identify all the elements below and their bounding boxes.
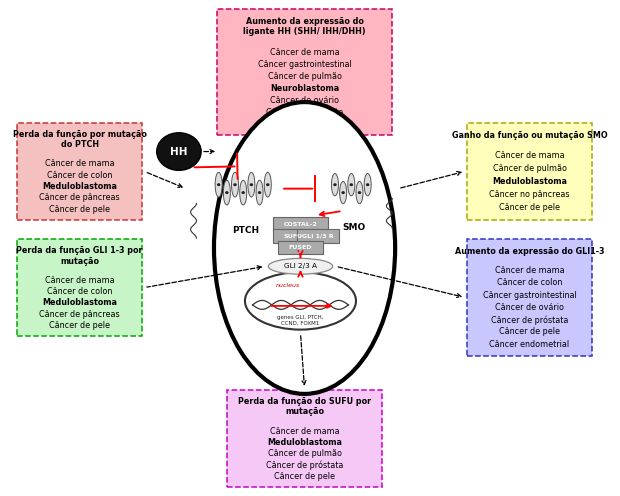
Circle shape [266, 183, 270, 186]
Text: Meduloblastoma: Meduloblastoma [42, 182, 117, 191]
FancyBboxPatch shape [17, 123, 143, 220]
Ellipse shape [214, 102, 395, 394]
Text: Câncer de pele: Câncer de pele [49, 205, 110, 214]
Text: Neuroblastoma: Neuroblastoma [270, 84, 339, 93]
Text: Câncer de colon: Câncer de colon [47, 171, 112, 180]
Ellipse shape [256, 180, 263, 205]
Ellipse shape [240, 180, 247, 205]
Text: Câncer de próstata: Câncer de próstata [266, 461, 343, 470]
Text: Aumento da expressão do GLI1-3: Aumento da expressão do GLI1-3 [455, 247, 604, 255]
Text: GLI 2/3 A: GLI 2/3 A [284, 263, 317, 269]
Text: Câncer gastrointestinal: Câncer gastrointestinal [483, 291, 577, 300]
Text: HH: HH [170, 146, 188, 157]
FancyBboxPatch shape [278, 241, 322, 254]
Text: Câncer de pulmão: Câncer de pulmão [492, 164, 567, 173]
Text: GLI 1/3 R: GLI 1/3 R [302, 234, 334, 239]
FancyBboxPatch shape [467, 123, 592, 220]
Text: Câncer de pele: Câncer de pele [274, 472, 335, 481]
Circle shape [241, 191, 245, 194]
Text: Câncer gastrointestinal: Câncer gastrointestinal [258, 60, 352, 69]
Text: Perda da função por mutação
do PTCH: Perda da função por mutação do PTCH [12, 130, 146, 149]
Ellipse shape [348, 174, 355, 196]
Text: Câncer de colon: Câncer de colon [47, 287, 112, 296]
Circle shape [225, 191, 229, 194]
Circle shape [258, 191, 261, 194]
Circle shape [366, 183, 370, 186]
Circle shape [250, 183, 253, 186]
Text: Meduloblastoma: Meduloblastoma [42, 299, 117, 308]
Text: SUFU: SUFU [284, 234, 303, 239]
Ellipse shape [231, 172, 239, 197]
Ellipse shape [264, 172, 272, 197]
Circle shape [333, 183, 337, 186]
Text: Câncer de próstata: Câncer de próstata [491, 315, 569, 325]
Text: Câncer de mama: Câncer de mama [495, 151, 564, 160]
Circle shape [342, 191, 345, 194]
Ellipse shape [356, 182, 363, 204]
Circle shape [358, 191, 361, 194]
FancyBboxPatch shape [273, 229, 314, 243]
FancyBboxPatch shape [467, 240, 592, 356]
Text: Câncer de ovário: Câncer de ovário [270, 96, 339, 105]
Text: Perda da função do SUFU por
mutação: Perda da função do SUFU por mutação [238, 397, 371, 417]
Text: Aumento da expressão do
ligante HH (SHH/ IHH/DHH): Aumento da expressão do ligante HH (SHH/… [243, 16, 366, 36]
Text: Ganho da função ou mutação SMO: Ganho da função ou mutação SMO [452, 131, 608, 140]
Text: genes GLI, PTCH,
CCND, FOXM1: genes GLI, PTCH, CCND, FOXM1 [277, 315, 324, 325]
Ellipse shape [245, 272, 356, 330]
Circle shape [233, 183, 237, 186]
Text: nucleus: nucleus [276, 283, 300, 288]
Circle shape [350, 183, 353, 186]
Text: Câncer endometrial: Câncer endometrial [489, 340, 570, 349]
FancyBboxPatch shape [217, 9, 392, 135]
Text: Câncer de pele: Câncer de pele [49, 321, 110, 330]
Text: Câncer de mama: Câncer de mama [270, 427, 339, 435]
Text: PTCH: PTCH [232, 226, 260, 235]
Circle shape [217, 183, 221, 186]
Ellipse shape [215, 172, 222, 197]
Circle shape [157, 133, 201, 170]
Text: Câncer de pele: Câncer de pele [499, 327, 560, 336]
Ellipse shape [332, 174, 339, 196]
Text: Câncer no pâncreas: Câncer no pâncreas [264, 120, 345, 129]
Text: Câncer de mama: Câncer de mama [45, 159, 115, 169]
FancyBboxPatch shape [273, 217, 328, 231]
Text: SMO: SMO [343, 223, 366, 232]
Text: Meduloblastoma: Meduloblastoma [492, 177, 567, 186]
Text: Câncer no pâncreas: Câncer no pâncreas [489, 190, 570, 199]
Text: Meduloblastoma: Meduloblastoma [267, 438, 342, 447]
FancyBboxPatch shape [227, 390, 382, 487]
Ellipse shape [248, 172, 255, 197]
FancyBboxPatch shape [297, 229, 339, 243]
Text: FUSED: FUSED [289, 245, 312, 250]
Ellipse shape [364, 174, 371, 196]
Text: Câncer de pâncreas: Câncer de pâncreas [39, 310, 120, 319]
Text: Câncer de pâncreas: Câncer de pâncreas [39, 193, 120, 202]
Text: Câncer de próstata: Câncer de próstata [266, 108, 343, 118]
Text: Câncer de pele: Câncer de pele [499, 203, 560, 212]
Ellipse shape [268, 258, 332, 274]
FancyBboxPatch shape [17, 240, 143, 336]
Text: Câncer de mama: Câncer de mama [45, 276, 115, 285]
Text: COSTAL-2: COSTAL-2 [283, 222, 317, 227]
Text: Câncer de mama: Câncer de mama [270, 48, 339, 57]
Text: Câncer de colon: Câncer de colon [497, 278, 562, 288]
Ellipse shape [340, 182, 347, 204]
Text: Câncer de pulmão: Câncer de pulmão [268, 72, 342, 81]
Text: Perda da função GLI 1-3 por
mutação: Perda da função GLI 1-3 por mutação [16, 246, 143, 265]
Ellipse shape [223, 180, 231, 205]
Text: Câncer de pulmão: Câncer de pulmão [268, 449, 342, 458]
Text: Câncer de mama: Câncer de mama [495, 266, 564, 275]
Text: Câncer de ovário: Câncer de ovário [495, 303, 564, 312]
